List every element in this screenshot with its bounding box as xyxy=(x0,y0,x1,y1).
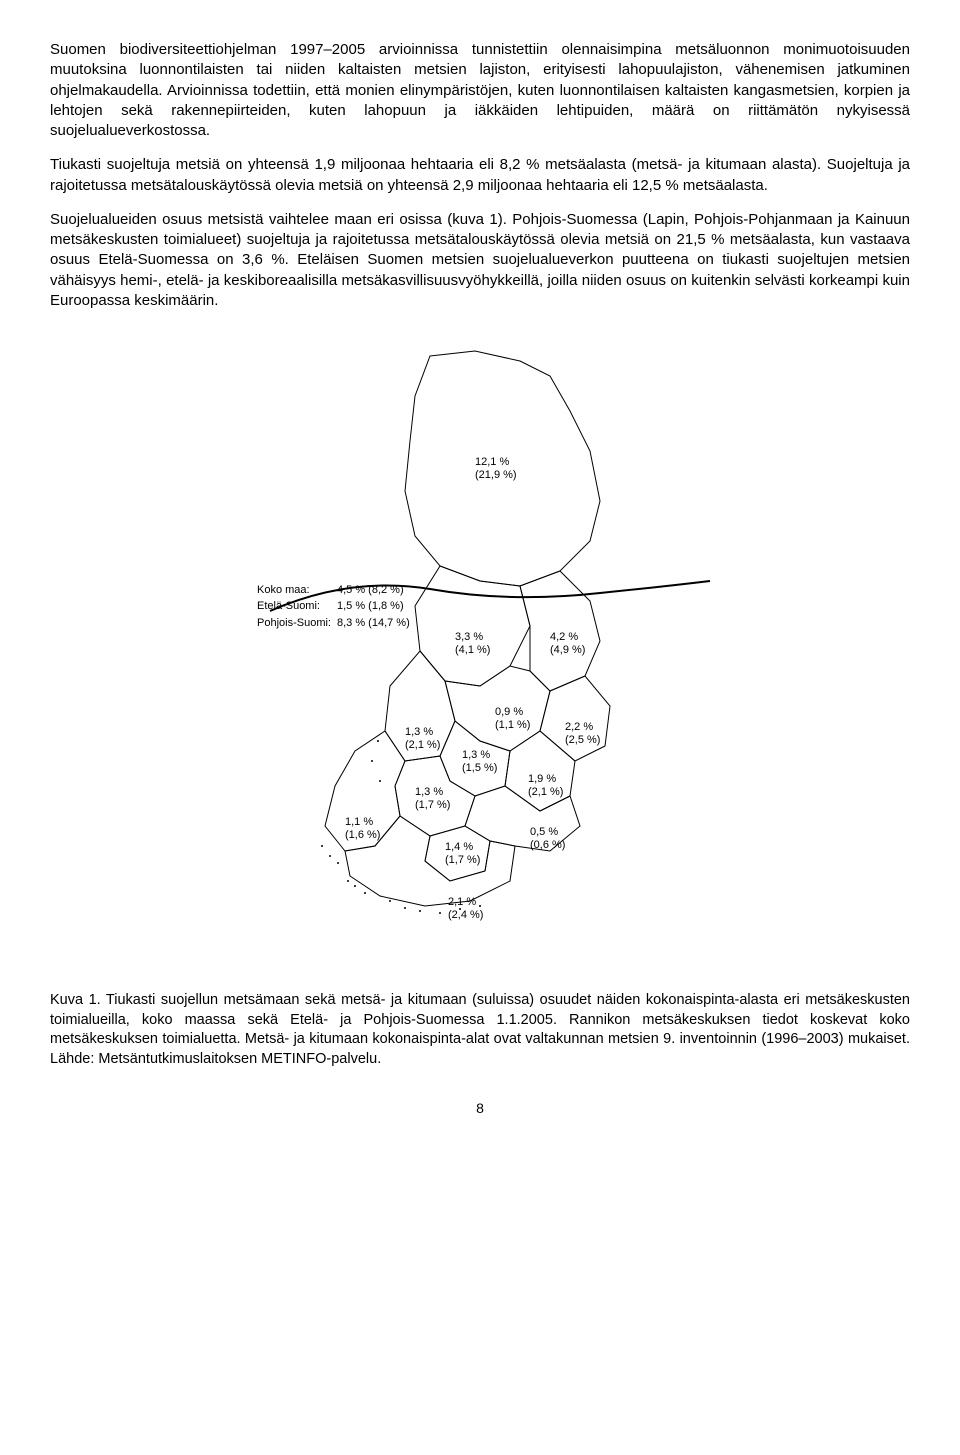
legend-row3-c1: Pohjois-Suomi: xyxy=(257,616,335,630)
label-lappi: 12,1 %(21,9 %) xyxy=(475,456,517,482)
label-ksuomi: 1,3 %(1,5 %) xyxy=(462,749,497,775)
label-rannik: 2,1 %(2,4 %) xyxy=(448,896,483,922)
label-psavo: 2,2 %(2,5 %) xyxy=(565,721,600,747)
label-ppohj: 3,3 %(4,1 %) xyxy=(455,631,490,657)
legend-row2-c1: Etelä-Suomi: xyxy=(257,599,335,613)
paragraph-2: Tiukasti suojeltuja metsiä on yhteensä 1… xyxy=(50,155,910,196)
legend-row1-c2: 4,5 % (8,2 %) xyxy=(337,583,414,597)
figure-caption: Kuva 1. Tiukasti suojellun metsämaan sek… xyxy=(50,991,910,1069)
legend-row3-c2: 8,3 % (14,7 %) xyxy=(337,616,414,630)
map-legend: Koko maa: 4,5 % (8,2 %) Etelä-Suomi: 1,5… xyxy=(255,581,416,632)
legend-row1-c1: Koko maa: xyxy=(257,583,335,597)
label-lounais: 1,1 %(1,6 %) xyxy=(345,816,380,842)
paragraph-3: Suojelualueiden osuus metsistä vaihtelee… xyxy=(50,210,910,311)
label-hame: 1,4 %(1,7 %) xyxy=(445,841,480,867)
legend-row2-c2: 1,5 % (1,8 %) xyxy=(337,599,414,613)
label-epohj: 1,3 %(2,1 %) xyxy=(405,726,440,752)
label-pirkan: 1,3 %(1,7 %) xyxy=(415,786,450,812)
finland-map: Koko maa: 4,5 % (8,2 %) Etelä-Suomi: 1,5… xyxy=(230,341,730,961)
label-esavo: 1,9 %(2,1 %) xyxy=(528,773,563,799)
paragraph-1: Suomen biodiversiteettiohjelman 1997–200… xyxy=(50,40,910,141)
label-kainuu: 4,2 %(4,9 %) xyxy=(550,631,585,657)
page-number: 8 xyxy=(50,1099,910,1118)
label-kaakko: 0,5 %(0,6 %) xyxy=(530,826,565,852)
label-keski: 0,9 %(1,1 %) xyxy=(495,706,530,732)
